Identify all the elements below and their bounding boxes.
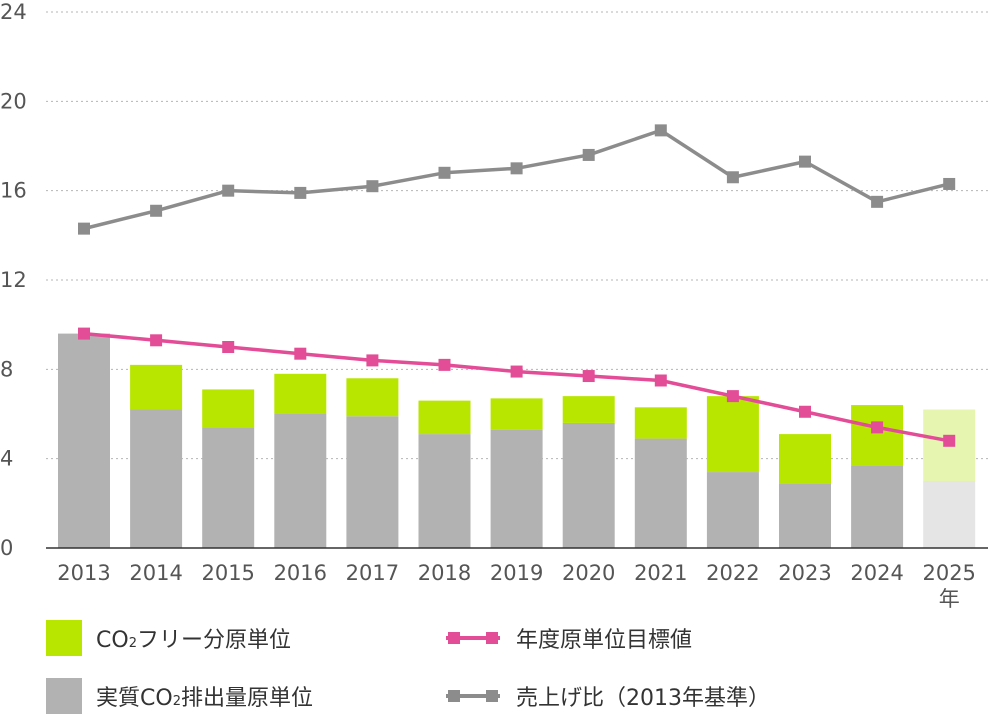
point-target-2014 xyxy=(150,334,163,347)
x-tick-label-2017: 2017 xyxy=(346,561,399,585)
bar-actual-2024 xyxy=(851,465,904,548)
bar-co2free-2022 xyxy=(706,396,759,473)
point-target-2021 xyxy=(654,374,667,387)
y-tick-label-24: 24 xyxy=(0,0,27,24)
y-tick-label-0: 0 xyxy=(0,536,13,560)
bar-actual-2013 xyxy=(58,333,110,548)
point-target-2019 xyxy=(510,365,523,378)
grid-lines xyxy=(46,11,988,460)
point-sales-2019 xyxy=(510,162,523,175)
point-target-2024 xyxy=(871,421,884,434)
point-sales-2025 xyxy=(943,177,956,190)
y-tick-label-12: 12 xyxy=(0,268,27,292)
bar-co2free-2014 xyxy=(130,364,183,410)
x-tick-label-2024: 2024 xyxy=(850,561,903,585)
x-tick-label-2014: 2014 xyxy=(129,561,182,585)
y-tick-label-16: 16 xyxy=(0,179,27,203)
point-sales-2016 xyxy=(294,186,307,199)
point-target-2025 xyxy=(943,434,956,447)
x-tick-label-2020: 2020 xyxy=(562,561,615,585)
line-sales xyxy=(83,128,950,231)
bar-co2free-2015 xyxy=(202,389,255,428)
bar-actual-2014 xyxy=(130,409,183,548)
point-sales-2014 xyxy=(150,204,163,217)
bar-co2free-2023 xyxy=(779,434,831,484)
bar-co2free-2024 xyxy=(851,405,904,466)
bar-actual-2017 xyxy=(346,416,399,548)
x-tick-label-2025: 2025 xyxy=(922,561,975,585)
point-target-2015 xyxy=(222,341,235,353)
point-sales-2020 xyxy=(582,148,595,161)
point-target-2017 xyxy=(366,354,379,367)
bar-co2free-2017 xyxy=(346,378,399,417)
point-target-2018 xyxy=(438,358,451,371)
point-sales-2024 xyxy=(871,195,884,208)
point-target-2013 xyxy=(78,327,90,340)
bar-actual-2020 xyxy=(562,422,615,548)
point-sales-2022 xyxy=(726,171,739,184)
bar-co2free-2018 xyxy=(418,400,471,435)
bar-series xyxy=(58,333,976,548)
bar-actual-2021 xyxy=(634,438,687,548)
y-tick-label-20: 20 xyxy=(0,89,27,113)
bar-co2free-2021 xyxy=(634,407,687,439)
y-axis-ticks: 0 4 8 12 16 20 24 xyxy=(0,0,27,560)
point-target-2023 xyxy=(799,405,811,418)
bar-co2free-2019 xyxy=(490,398,543,430)
bar-actual-2022 xyxy=(706,472,759,548)
bar-actual-2018 xyxy=(418,434,471,548)
bar-co2free-2020 xyxy=(562,396,615,423)
bar-actual-2023 xyxy=(779,483,831,548)
bar-actual-2019 xyxy=(490,429,543,548)
x-tick-label-2022: 2022 xyxy=(706,561,759,585)
x-tick-label-2013: 2013 xyxy=(57,561,110,585)
x-tick-label-2016: 2016 xyxy=(274,561,327,585)
bar-actual-2015 xyxy=(202,427,255,548)
point-sales-2018 xyxy=(438,166,451,179)
x-axis-ticks: 2013 2014 2015 2016 2017 2018 2019 2020 2021 2022… xyxy=(57,561,976,585)
x-axis-unit-label: 年 xyxy=(939,587,960,611)
x-tick-label-2015: 2015 xyxy=(201,561,254,585)
point-sales-2023 xyxy=(799,155,811,168)
x-tick-label-2019: 2019 xyxy=(490,561,543,585)
x-tick-label-2023: 2023 xyxy=(778,561,831,585)
point-sales-2013 xyxy=(78,222,90,235)
y-tick-label-8: 8 xyxy=(0,357,13,381)
point-sales-2017 xyxy=(366,180,379,193)
y-tick-label-4: 4 xyxy=(0,447,13,471)
x-tick-label-2021: 2021 xyxy=(634,561,687,585)
point-target-2016 xyxy=(294,347,307,360)
x-tick-label-2018: 2018 xyxy=(418,561,471,585)
point-target-2022 xyxy=(726,390,739,403)
bar-co2free-2016 xyxy=(274,373,327,414)
point-sales-2015 xyxy=(222,184,235,197)
line-series xyxy=(78,124,956,447)
bar-actual-2016 xyxy=(274,414,327,548)
bar-actual-2025 xyxy=(923,481,976,548)
point-target-2020 xyxy=(582,370,595,383)
point-sales-2021 xyxy=(654,124,667,137)
